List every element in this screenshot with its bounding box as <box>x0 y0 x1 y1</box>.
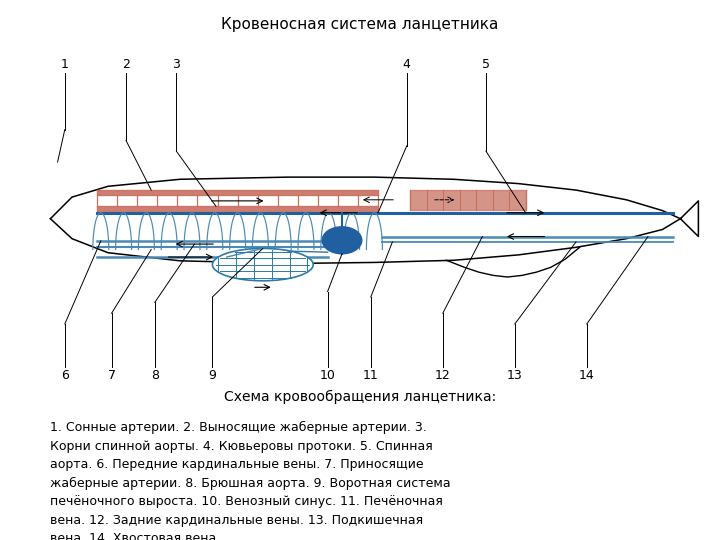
Text: 12: 12 <box>435 369 451 382</box>
Text: 6: 6 <box>61 369 68 382</box>
Text: 8: 8 <box>150 369 159 382</box>
Text: Кровеносная система ланцетника: Кровеносная система ланцетника <box>221 17 499 32</box>
Text: 1. Сонные артерии. 2. Выносящие жаберные артерии. 3.
Корни спинной аорты. 4. Кюв: 1. Сонные артерии. 2. Выносящие жаберные… <box>50 421 451 540</box>
Text: 13: 13 <box>507 369 523 382</box>
Text: 1: 1 <box>61 58 68 71</box>
Text: 10: 10 <box>320 369 336 382</box>
Polygon shape <box>680 201 698 237</box>
Text: 4: 4 <box>403 58 410 71</box>
Text: 11: 11 <box>363 369 379 382</box>
Ellipse shape <box>323 227 362 254</box>
Text: Схема кровообращения ланцетника:: Схема кровообращения ланцетника: <box>224 390 496 404</box>
Text: 5: 5 <box>482 58 490 71</box>
Text: 9: 9 <box>209 369 216 382</box>
Ellipse shape <box>212 248 313 281</box>
Text: 7: 7 <box>107 369 116 382</box>
Text: 3: 3 <box>173 58 180 71</box>
Polygon shape <box>50 177 680 264</box>
Text: 2: 2 <box>122 58 130 71</box>
Text: 14: 14 <box>579 369 595 382</box>
